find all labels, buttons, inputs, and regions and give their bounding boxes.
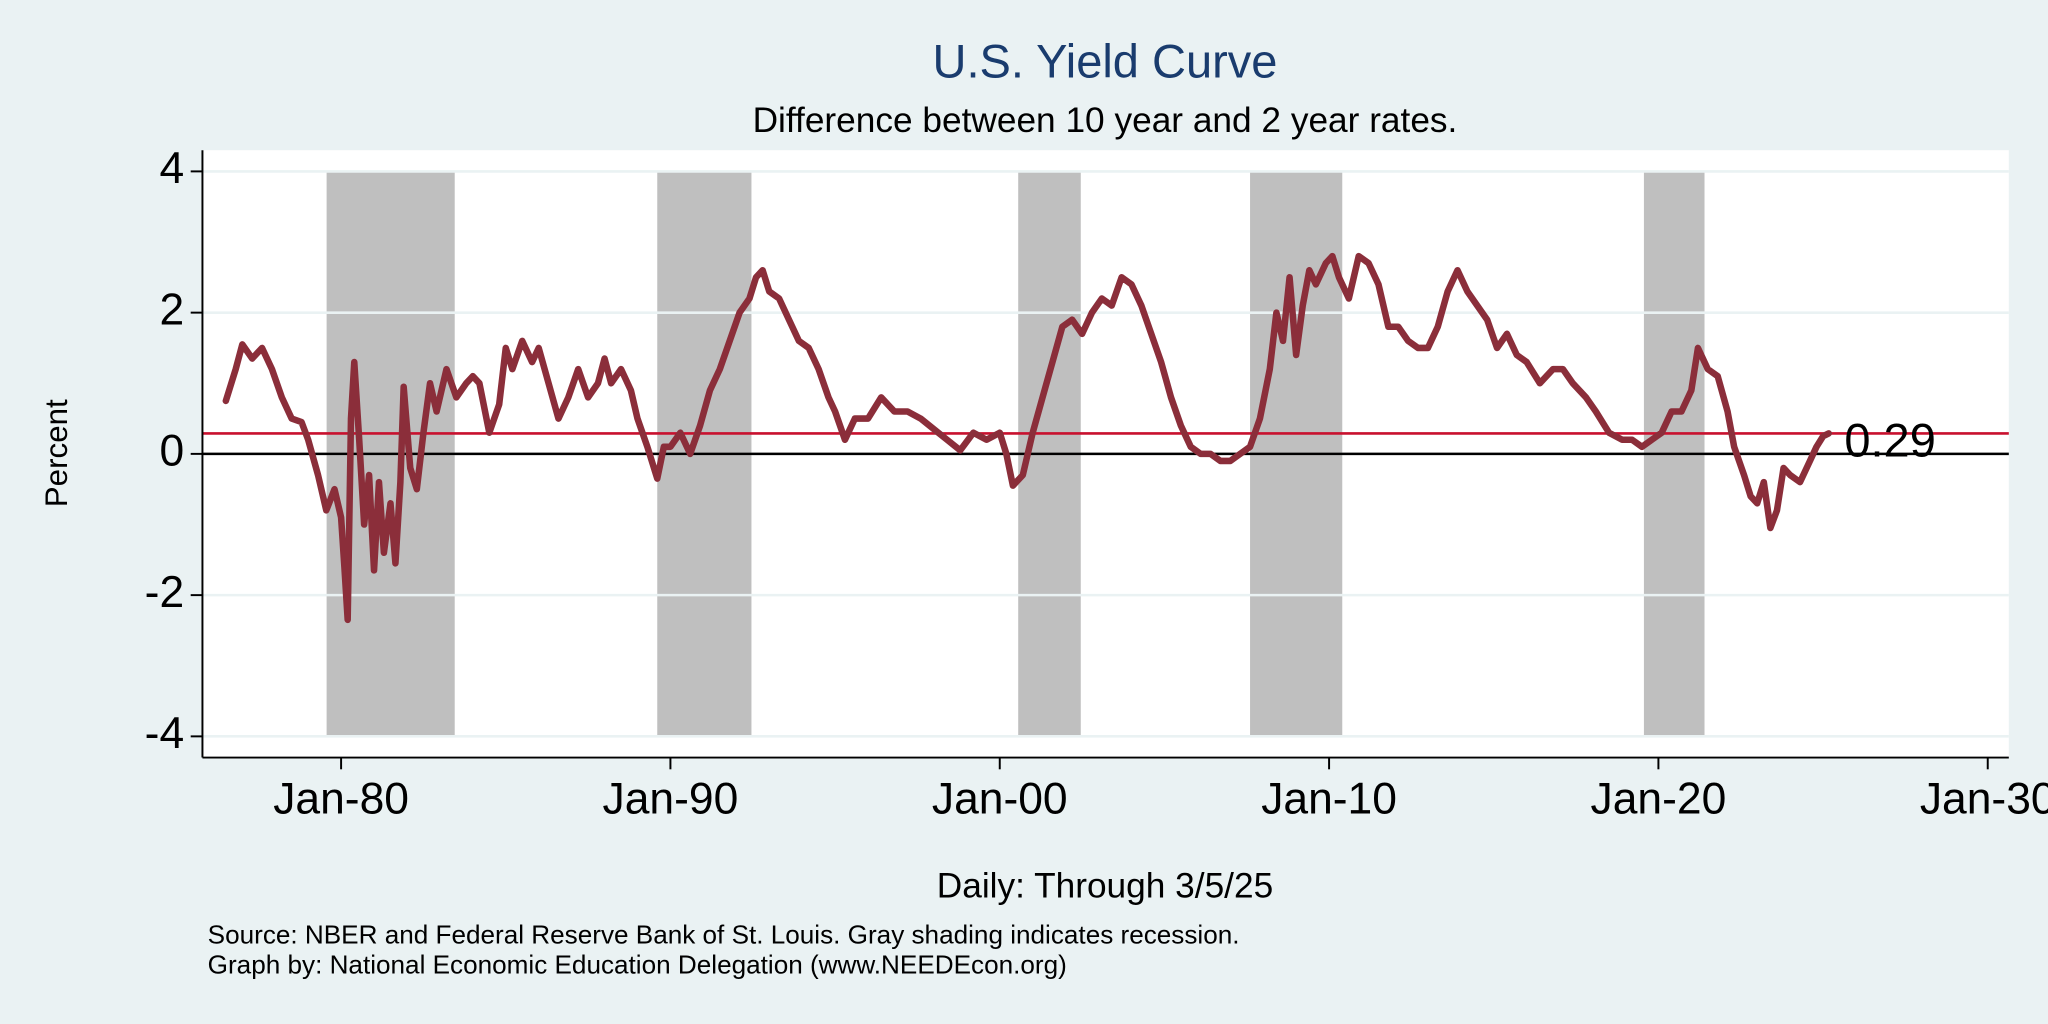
y-tick-label: -2 — [145, 568, 184, 617]
reference-label: 0.29 — [1844, 413, 1936, 466]
x-tick-label: Jan-20 — [1591, 775, 1727, 824]
source-note: Source: NBER and Federal Reserve Bank of… — [208, 919, 1240, 949]
y-tick-label: 4 — [159, 144, 184, 193]
x-tick-label: Jan-30 — [1920, 775, 2048, 824]
x-tick-label: Jan-00 — [932, 775, 1068, 824]
y-tick-label: -4 — [145, 709, 184, 758]
yield-spread-line — [222, 252, 1832, 624]
x-tick-label: Jan-80 — [273, 775, 409, 824]
y-axis-title: Percent — [39, 399, 74, 507]
y-tick-label: 2 — [159, 285, 184, 334]
x-tick-label: Jan-10 — [1261, 775, 1397, 824]
x-axis-title: Daily: Through 3/5/25 — [937, 866, 1273, 905]
chart-subtitle: Difference between 10 year and 2 year ra… — [753, 101, 1458, 140]
credit-note: Graph by: National Economic Education De… — [208, 949, 1067, 979]
chart-title: U.S. Yield Curve — [933, 35, 1278, 88]
x-tick-label: Jan-90 — [603, 775, 739, 824]
y-tick-label: 0 — [159, 427, 184, 476]
